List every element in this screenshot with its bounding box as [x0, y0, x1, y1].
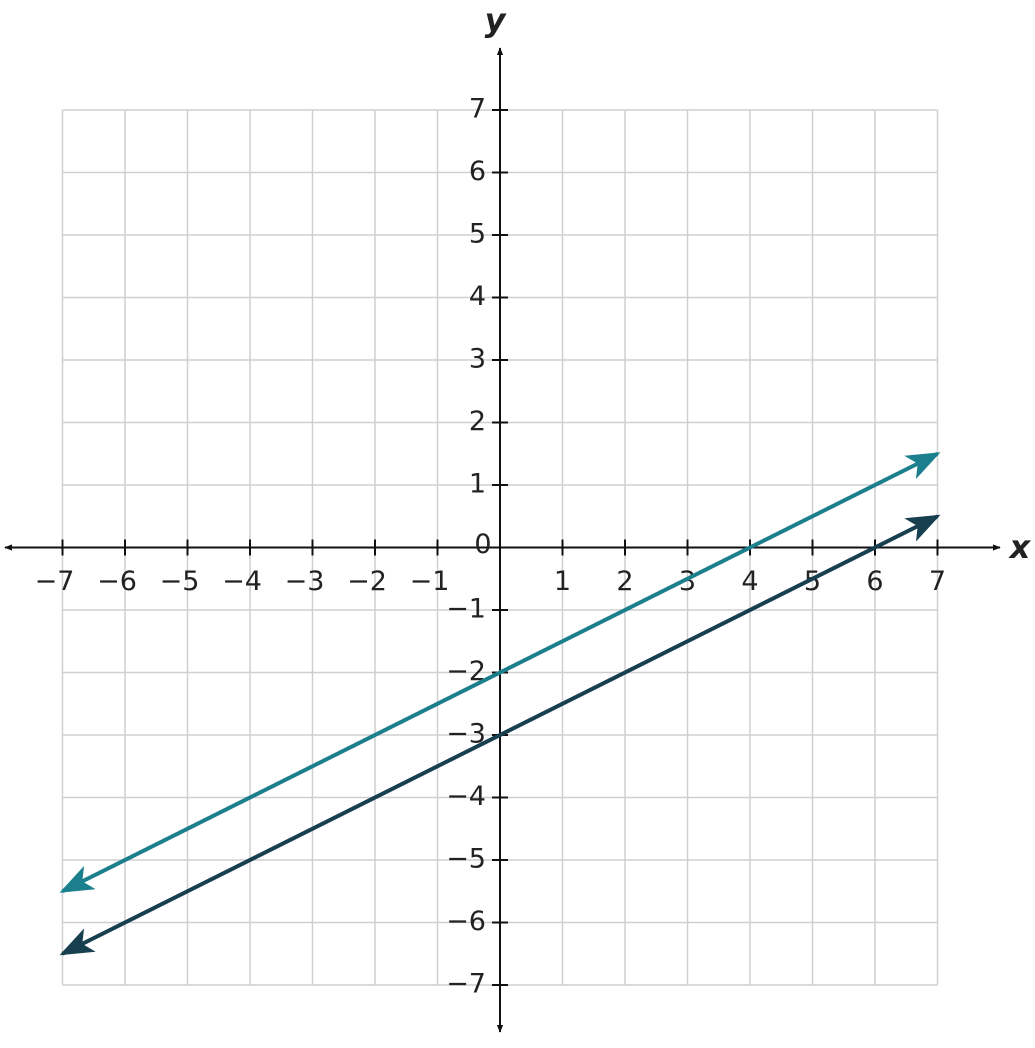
x-tick-label: 1: [554, 566, 571, 597]
line: [59, 514, 941, 956]
x-tick-label: −5: [160, 566, 200, 597]
x-tick-label: −6: [97, 566, 137, 597]
x-axis-title: x: [1008, 528, 1032, 566]
y-tick-label: 7: [469, 94, 486, 125]
x-tick-label: −1: [410, 566, 450, 597]
y-tick-label: 6: [469, 156, 486, 187]
x-tick-label: −7: [35, 566, 75, 597]
x-tick-label: −4: [222, 566, 262, 597]
y-tick-label: 3: [469, 344, 486, 375]
y-tick-label: 4: [469, 281, 486, 312]
x-tick-label: −2: [347, 566, 387, 597]
y-tick-label: −7: [446, 969, 486, 1000]
axes: −7 −6 −5 −4 −3 −2 −101 2 3 4 5 6 7−7−6−5−4−3−2−11234…: [4, 47, 1001, 1033]
x-tick-label: 6: [866, 566, 883, 597]
y-tick-label: −6: [446, 906, 486, 937]
x-tick-label: 7: [929, 566, 946, 597]
y-tick-label: 1: [469, 469, 486, 500]
x-tick-label: −3: [285, 566, 325, 597]
x-tick-label: 4: [741, 566, 758, 597]
lines: [59, 451, 941, 956]
y-tick-label: 2: [469, 406, 486, 437]
y-axis-title: y: [485, 1, 507, 39]
x-tick-label: 2: [616, 566, 633, 597]
y-tick-label: −5: [446, 844, 486, 875]
y-tick-label: −4: [446, 781, 486, 812]
y-tick-label: 5: [469, 219, 486, 250]
y-tick-label: −1: [446, 594, 486, 625]
x-tick-label: 0: [474, 529, 491, 560]
